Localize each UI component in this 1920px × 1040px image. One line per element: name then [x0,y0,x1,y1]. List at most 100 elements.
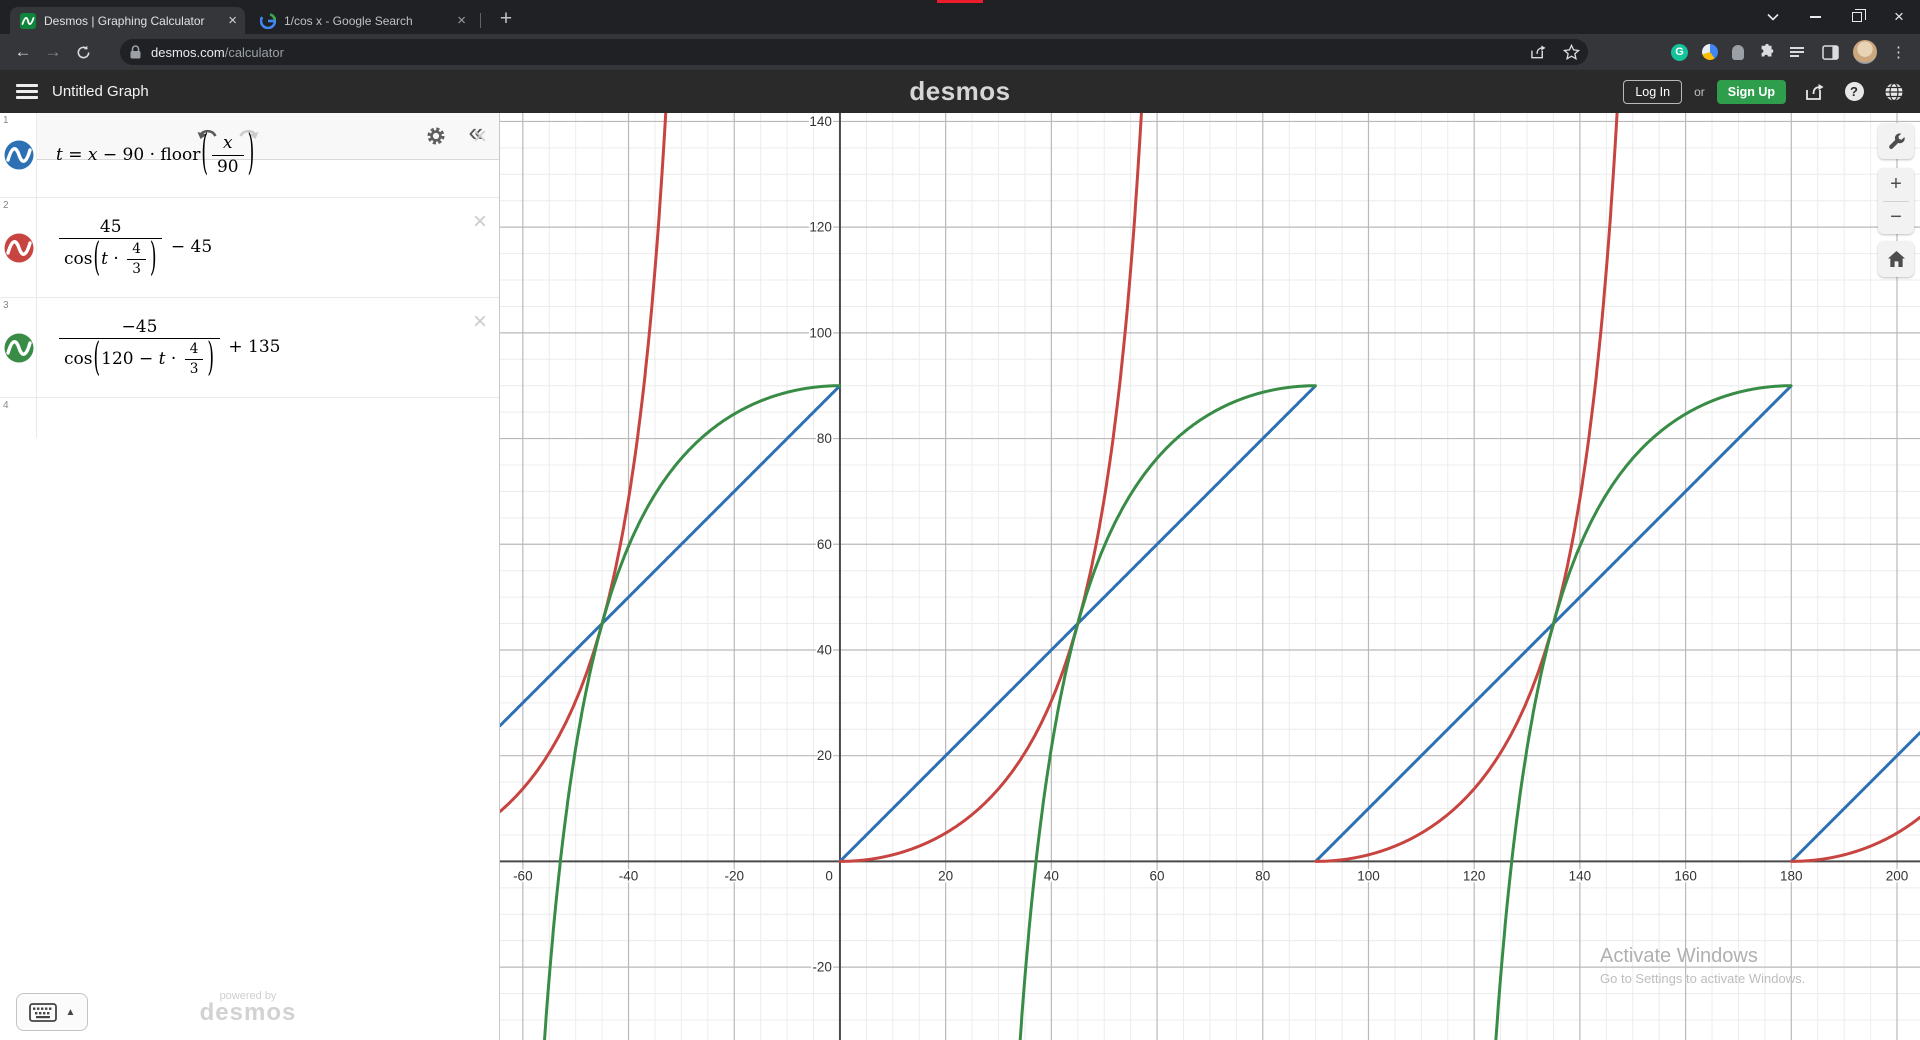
tab-title: 1/cos x - Google Search [284,13,413,28]
language-globe-icon[interactable] [1882,80,1906,104]
remove-expression-icon[interactable]: × [472,123,487,150]
remove-expression-icon[interactable]: × [472,208,487,235]
browser-menu-kebab-icon[interactable]: ⋮ [1891,44,1906,61]
powered-by-watermark: powered by desmos [199,990,297,1026]
zoom-divider [1883,200,1909,202]
expression-math[interactable]: t = x − 90 · floor(x 90) [56,125,255,182]
expression-row-1[interactable]: 1 t = x − 90 · floor(x 90) × [0,113,499,198]
graph-settings-wrench-button[interactable] [1878,123,1914,159]
url-host: desmos.com [151,44,225,60]
lock-icon [130,45,141,59]
y-tick-label: 80 [817,431,832,446]
reload-icon[interactable] [68,37,98,67]
remove-expression-icon[interactable]: × [472,308,487,335]
share-icon[interactable] [1530,44,1547,60]
curve-style-icon[interactable] [4,140,34,175]
show-keyboard-button[interactable]: ▲ [16,993,88,1031]
bookmark-star-icon[interactable] [1563,44,1580,60]
zoom-controls: + − [1878,168,1914,234]
graph-canvas[interactable]: -60 -40 -20 0 20 40 60 80 100 120 140 160 180 200 -20 2… [500,113,1920,1040]
extensions-puzzle-icon[interactable] [1758,43,1776,61]
x-tick-label: 120 [1463,868,1486,883]
tab-divider [480,13,481,28]
signup-button[interactable]: Sign Up [1716,79,1786,104]
y-tick-label: 40 [817,642,832,657]
help-icon[interactable]: ? [1842,80,1866,104]
home-icon [1887,250,1905,268]
omnibox-actions [1530,39,1580,65]
tab-google-search[interactable]: 1/cos x - Google Search × [250,7,474,34]
desmos-favicon [20,12,36,29]
or-label: or [1694,84,1705,99]
wrench-icon [1888,132,1905,149]
tab-desmos[interactable]: Desmos | Graphing Calculator × [10,7,245,34]
expression-row-4[interactable]: 4 [0,398,499,438]
x-tick-label: 180 [1780,868,1803,883]
address-bar[interactable]: desmos.com/calculator [120,39,1588,65]
expression-gutter[interactable]: 4 [0,398,37,438]
x-tick-label: 20 [938,868,953,883]
keyboard-icon [28,1002,57,1022]
reading-list-icon[interactable] [1790,43,1808,61]
login-button[interactable]: Log In [1623,79,1683,104]
graph-plot[interactable]: -60 -40 -20 0 20 40 60 80 100 120 140 160 180 200 -20 2… [500,113,1920,1040]
share-graph-icon[interactable] [1802,80,1826,104]
google-favicon [260,12,276,29]
extension-icon-2[interactable] [1702,44,1718,60]
profile-avatar[interactable] [1853,40,1877,64]
url-path: /calculator [224,44,284,60]
redo-icon[interactable] [236,125,260,150]
default-viewport-home-button[interactable] [1878,241,1914,277]
curve-sec_green[interactable] [500,113,1920,1040]
y-tick-label: 60 [817,537,832,552]
tab-close-icon[interactable]: × [457,12,466,29]
tab-close-icon[interactable]: × [228,12,237,29]
zoom-in-button[interactable]: + [1890,172,1902,195]
hamburger-menu-icon[interactable] [16,84,38,102]
desmos-header: Untitled Graph desmos Log In or Sign Up … [0,70,1920,113]
expression-row-2[interactable]: 2 45 cos(t · 4 3) − 45 × [0,198,499,298]
browser-toolbar: ← → desmos.com/calculator [0,34,1920,70]
expression-number: 2 [3,200,9,211]
curve-style-icon[interactable] [4,233,34,268]
graph-title[interactable]: Untitled Graph [52,83,149,100]
y-tick-label: -20 [812,960,832,975]
expression-gutter[interactable]: 2 [0,198,37,297]
minimize-button[interactable] [1794,0,1836,34]
extensions-area: G ⋮ [1671,34,1906,70]
extension-icon-3[interactable] [1732,44,1744,60]
x-tick-label: 80 [1255,868,1270,883]
expression-gutter[interactable]: 1 [0,113,37,197]
x-tick-label: 160 [1674,868,1697,883]
expression-math[interactable]: 45 cos(t · 4 3) − 45 [0,198,499,297]
x-tick-label: -60 [513,868,533,883]
expression-gutter[interactable]: 3 [0,298,37,397]
new-tab-button[interactable]: + [499,7,513,30]
x-tick-label: 100 [1357,868,1380,883]
side-panel-icon[interactable] [1822,44,1839,60]
grammarly-extension-icon[interactable]: G [1671,43,1688,61]
restore-button[interactable] [1836,0,1878,34]
x-tick-label: 200 [1886,868,1909,883]
zoom-out-button[interactable]: − [1890,206,1902,229]
close-button[interactable]: × [1894,7,1904,26]
activate-windows-watermark: Activate Windows Go to Settings to activ… [1600,945,1806,986]
curve-style-icon[interactable] [4,333,34,368]
back-icon[interactable]: ← [14,42,32,61]
expression-row-3[interactable]: 3 −45 cos(120 − t · 4 3) + 135 × [0,298,499,398]
gear-icon[interactable] [425,125,447,152]
header-actions: Log In or Sign Up ? [1623,70,1906,113]
url-text: desmos.com/calculator [151,45,284,60]
x-tick-label: 40 [1044,868,1059,883]
undo-icon[interactable] [196,125,220,150]
expression-math[interactable]: −45 cos(120 − t · 4 3) + 135 [0,298,499,397]
forward-icon[interactable]: → [44,42,62,61]
x-tick-label: 60 [1150,868,1165,883]
collapse-panel-icon[interactable]: « [468,117,483,147]
tab-search-chevron-icon[interactable] [1752,0,1794,34]
y-tick-label: 120 [809,220,832,235]
x-tick-label: 0 [825,868,833,883]
desmos-wordmark: desmos [909,76,1011,106]
